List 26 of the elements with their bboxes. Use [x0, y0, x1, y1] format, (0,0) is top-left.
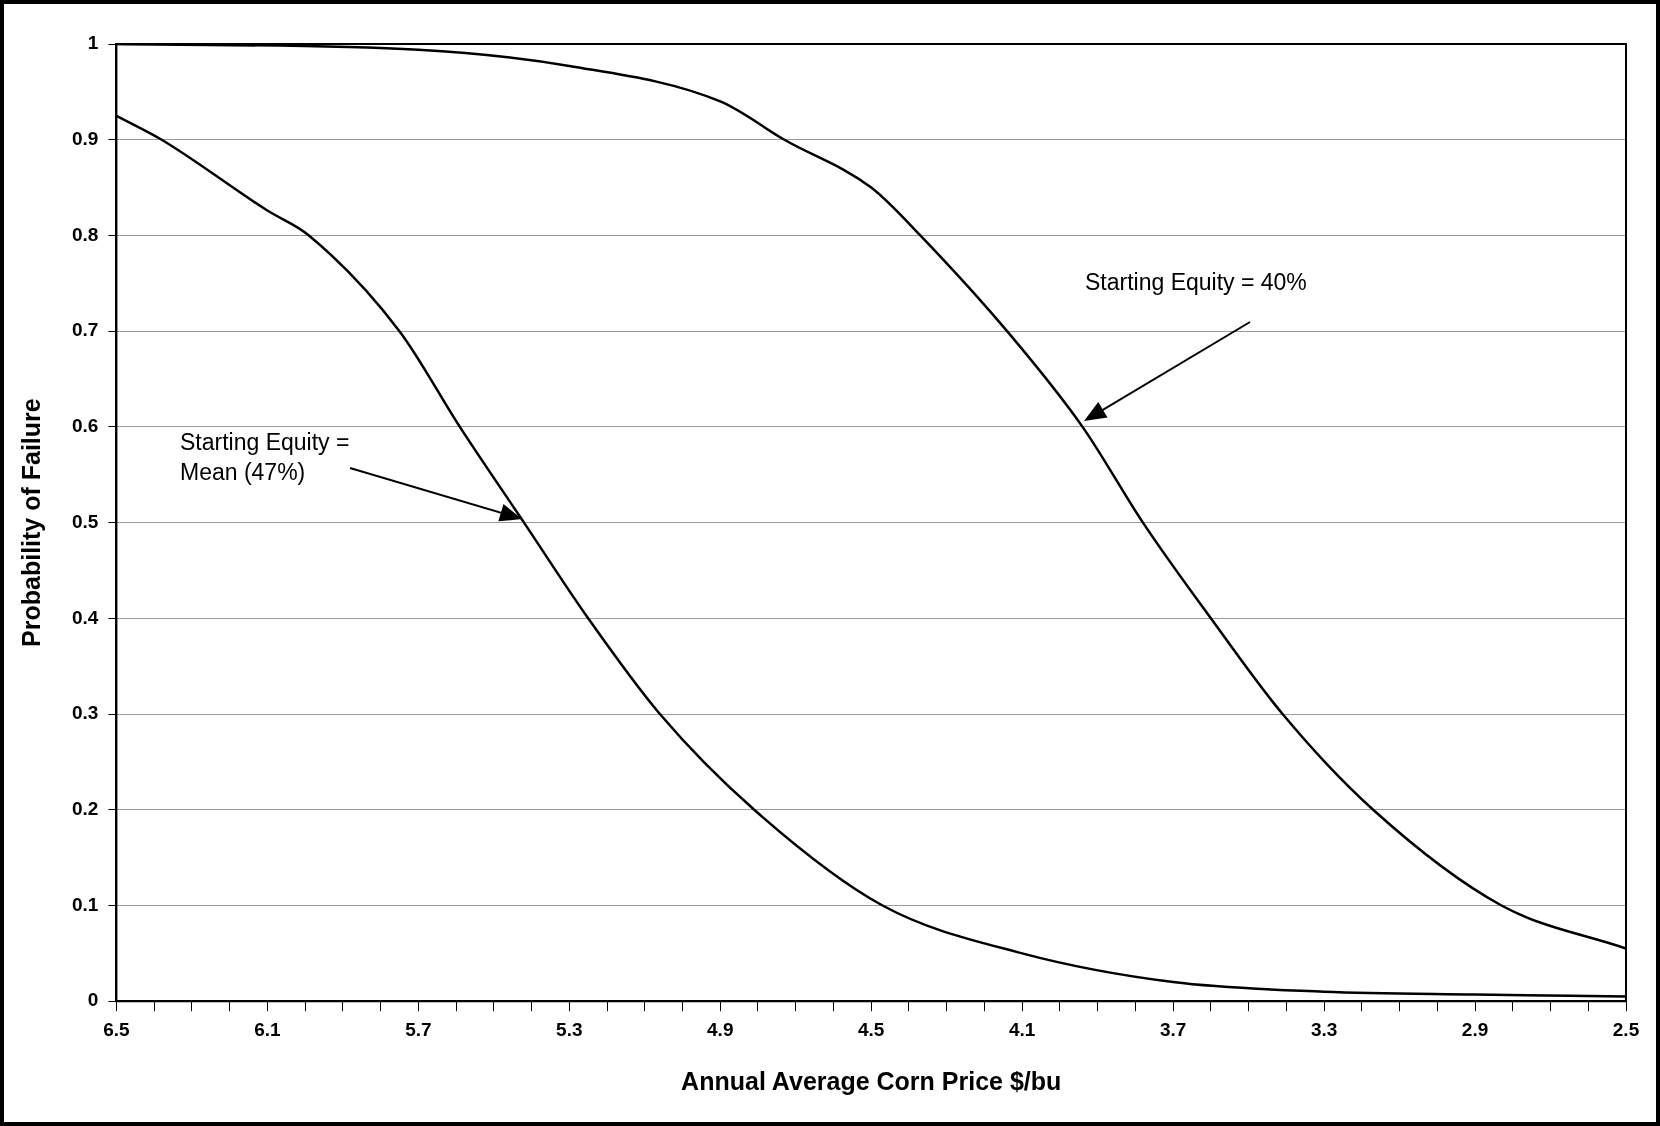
y-tick-label: 0.6: [71, 415, 99, 437]
x-tick-label: 4.9: [707, 1018, 734, 1040]
y-tick-label: 0.4: [71, 606, 99, 628]
y-tick-label: 0.8: [71, 223, 99, 245]
x-tick-label: 2.9: [1461, 1018, 1489, 1040]
y-tick-label: 0.7: [71, 319, 99, 341]
x-tick-label: 4.1: [1008, 1018, 1036, 1040]
y-tick-label: 0: [87, 989, 99, 1011]
x-tick-label: 6.1: [254, 1018, 282, 1040]
x-tick-label: 2.5: [1612, 1018, 1640, 1040]
annotation: Starting Equity = 40%: [1085, 268, 1307, 295]
x-axis-title: Annual Average Corn Price $/bu: [681, 1066, 1062, 1095]
y-tick-label: 0.9: [71, 127, 99, 149]
x-tick-label: 3.7: [1159, 1018, 1187, 1040]
x-tick-label: 3.3: [1310, 1018, 1338, 1040]
y-axis-title: Probability of Failure: [16, 398, 45, 647]
y-tick-label: 0.1: [71, 893, 99, 915]
y-tick-label: 0.3: [71, 702, 99, 724]
x-tick-label: 6.5: [103, 1018, 131, 1040]
y-tick-label: 1: [87, 32, 99, 54]
x-tick-label: 5.7: [405, 1018, 432, 1040]
x-tick-label: 4.5: [858, 1018, 885, 1040]
y-tick-label: 0.5: [71, 510, 99, 532]
x-tick-label: 5.3: [556, 1018, 583, 1040]
y-tick-label: 0.2: [71, 797, 99, 819]
annotation: Starting Equity = Mean (47%): [180, 428, 350, 485]
